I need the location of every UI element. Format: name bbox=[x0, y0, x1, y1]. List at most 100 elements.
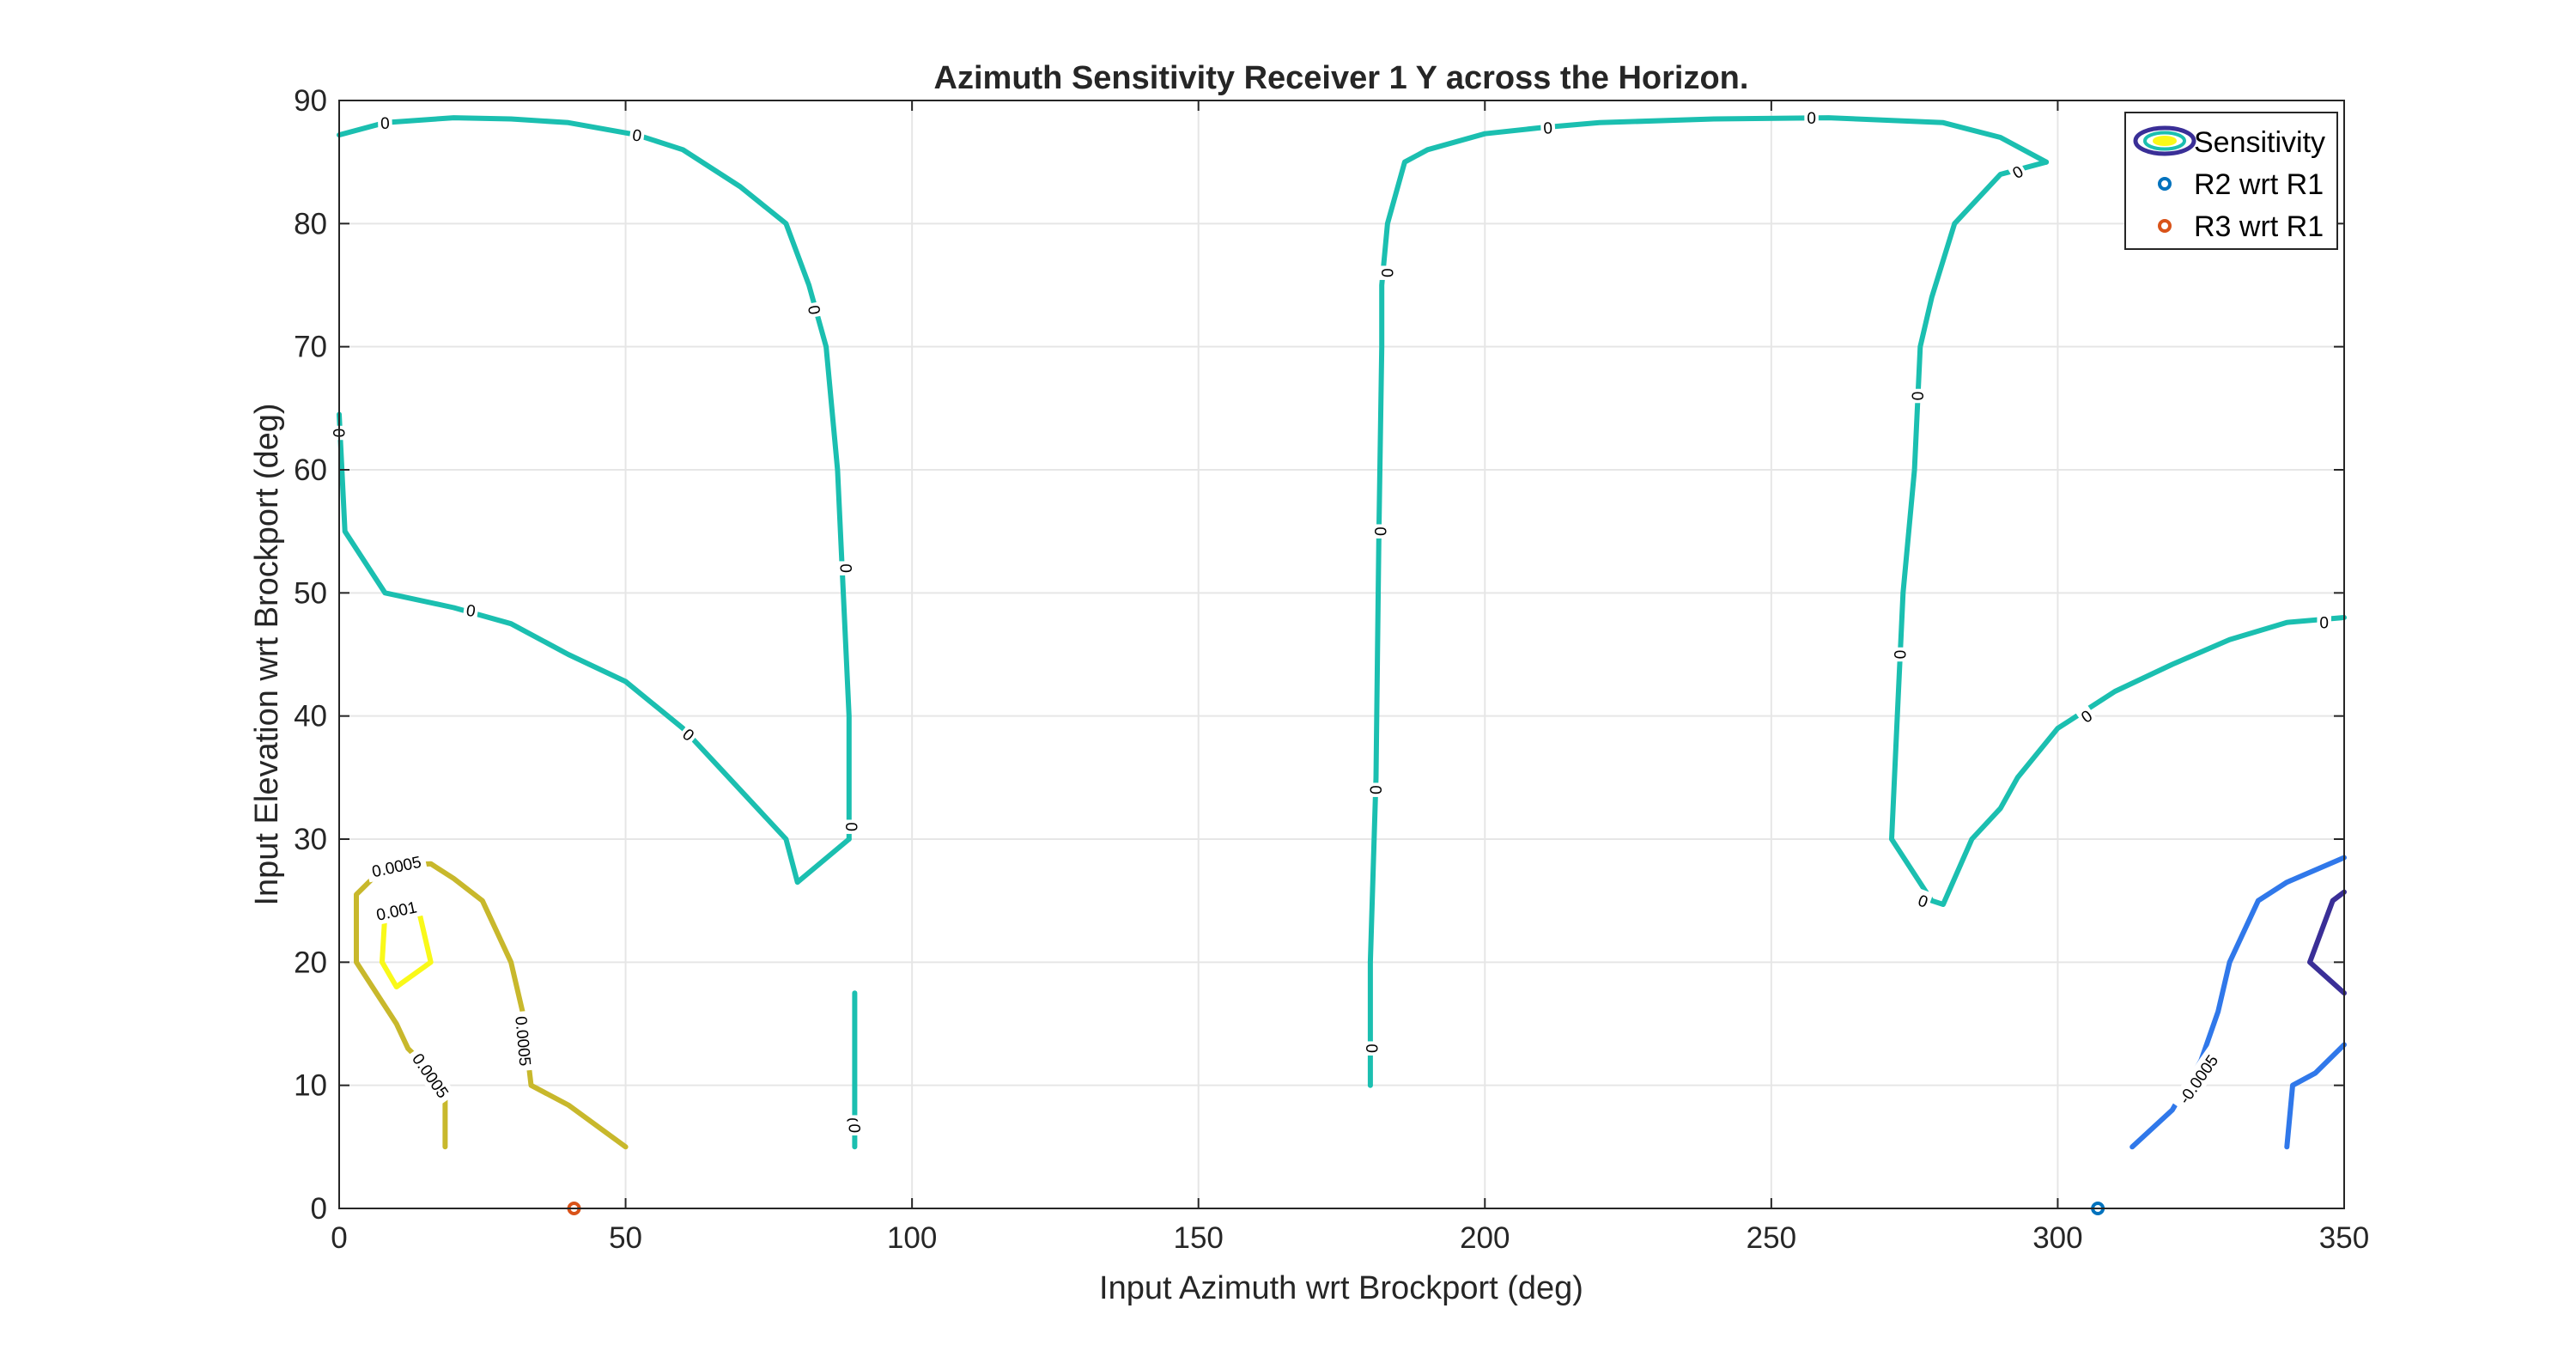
contour-label-bg bbox=[1361, 1041, 1382, 1056]
contour-label: 0 bbox=[676, 721, 702, 747]
contour-label: 0 bbox=[1540, 117, 1556, 138]
contour-label-text: 0 bbox=[844, 1124, 862, 1134]
contour-label-text: 0 bbox=[329, 429, 347, 438]
y-tick-label: 40 bbox=[294, 700, 327, 733]
legend-label-sensitivity: Sensitivity bbox=[2194, 126, 2325, 159]
axes-background bbox=[339, 100, 2344, 1208]
contour-label: 0 bbox=[1912, 888, 1934, 913]
contour-line bbox=[337, 411, 852, 885]
grid-lines bbox=[339, 100, 2344, 1208]
contour-label-bg bbox=[629, 124, 646, 147]
contour-line bbox=[337, 115, 852, 842]
contour-line bbox=[1367, 115, 2050, 1088]
contour-label: 0 bbox=[844, 1121, 866, 1136]
y-tick-label: 10 bbox=[294, 1069, 327, 1103]
contour-label: 0 bbox=[1361, 1041, 1382, 1056]
contour-label-bg bbox=[1907, 388, 1929, 404]
contour-label: 0 bbox=[1890, 647, 1911, 662]
y-tick-label: 0 bbox=[311, 1192, 327, 1226]
contour-label-text: 0 bbox=[804, 304, 823, 316]
y-tick-label: 80 bbox=[294, 207, 327, 240]
sensitivity-contour-icon bbox=[2133, 125, 2196, 156]
contour-label-bg bbox=[1804, 107, 1819, 129]
contour-label-bg bbox=[1540, 117, 1556, 138]
contour-label-bg bbox=[1365, 782, 1387, 797]
contour-label-text: 0 bbox=[1890, 650, 1908, 660]
contour-label: 0 bbox=[1370, 524, 1391, 539]
legend-marker-r3 bbox=[2158, 219, 2172, 233]
contour-label-bg bbox=[841, 819, 863, 834]
contour-label-text: 0 bbox=[1366, 785, 1384, 794]
contour-label: 0 bbox=[462, 599, 480, 622]
contour-label-text: 0 bbox=[835, 563, 854, 573]
contour-label: 0 bbox=[841, 819, 863, 834]
x-tick-label: 50 bbox=[609, 1221, 642, 1255]
contour-label: 0 bbox=[1907, 388, 1929, 404]
contour-label-text: 0 bbox=[380, 115, 390, 133]
x-tick-label: 200 bbox=[1460, 1221, 1510, 1255]
x-tick-label: 150 bbox=[1174, 1221, 1224, 1255]
contour-label: 0 bbox=[2006, 159, 2029, 185]
contour-label: 0 bbox=[2075, 703, 2099, 729]
contour-line bbox=[2284, 1042, 2347, 1150]
contour-label-text: 0 bbox=[1362, 1044, 1380, 1053]
legend-marker-r2 bbox=[2158, 177, 2172, 191]
contour-label: 0 bbox=[1804, 107, 1819, 129]
x-axis-label: Input Azimuth wrt Brockport (deg) bbox=[1099, 1270, 1583, 1306]
contour-label-text: 0.0005 bbox=[511, 1015, 533, 1067]
contour-label-text: 0 bbox=[1807, 110, 1816, 128]
contour-label-bg bbox=[462, 599, 480, 622]
contour-label-bg bbox=[844, 1121, 866, 1136]
y-tick-label: 60 bbox=[294, 453, 327, 487]
contour-label-text: 0 bbox=[1543, 119, 1553, 138]
legend: Sensitivity R2 wrt R1 R3 wrt R1 bbox=[2124, 112, 2338, 250]
contour-label-bg bbox=[1912, 888, 1934, 913]
contour-label-text: 0 bbox=[1370, 526, 1388, 536]
contour-label-bg bbox=[835, 561, 857, 575]
contour-label: 0 bbox=[835, 561, 857, 575]
contour-label: 0 bbox=[629, 124, 646, 147]
contour-label: 0.0005 bbox=[510, 1010, 537, 1072]
contour-label-text: 0 bbox=[1908, 392, 1926, 401]
contour-label-bg bbox=[1370, 524, 1391, 539]
x-tick-label: 300 bbox=[2032, 1221, 2082, 1255]
contour-line bbox=[2307, 889, 2347, 996]
x-tick-label: 100 bbox=[887, 1221, 937, 1255]
contour-label-text: 0 bbox=[1377, 268, 1395, 277]
contour-label-bg bbox=[377, 112, 393, 134]
y-axis-label: Input Elevation wrt Brockport (deg) bbox=[249, 403, 285, 905]
contour-label-text: 0 bbox=[2319, 615, 2329, 633]
y-tick-label: 30 bbox=[294, 823, 327, 856]
contour-label: 0 bbox=[1365, 782, 1387, 797]
legend-label-r3: R3 wrt R1 bbox=[2194, 210, 2324, 243]
axes-box bbox=[338, 100, 2345, 1209]
y-tick-label: 70 bbox=[294, 331, 327, 364]
y-tick-label: 50 bbox=[294, 576, 327, 610]
contour-label-bg bbox=[369, 895, 423, 926]
contour-label-bg bbox=[510, 1010, 537, 1072]
contour-label-bg bbox=[405, 1045, 457, 1106]
contour-label-text: 0 bbox=[631, 126, 642, 145]
contour-label-bg bbox=[2170, 1045, 2227, 1113]
contour-label-bg bbox=[2075, 703, 2099, 729]
contour-label: 0 bbox=[803, 301, 826, 319]
y-tick-label: 20 bbox=[294, 946, 327, 979]
x-tick-label: 0 bbox=[331, 1221, 347, 1255]
contour-label-text: 0 bbox=[465, 602, 476, 621]
contour-label-bg bbox=[1376, 265, 1398, 280]
contour-label-bg bbox=[2006, 159, 2029, 185]
chart-title: Azimuth Sensitivity Receiver 1 Y across … bbox=[934, 60, 1749, 96]
contour-lines bbox=[337, 115, 2347, 1150]
contour-label-bg bbox=[365, 849, 428, 883]
x-tick-label: 350 bbox=[2319, 1221, 2369, 1255]
x-tick-label: 250 bbox=[1747, 1221, 1796, 1255]
contour-label: 0 bbox=[377, 112, 393, 134]
contour-line bbox=[1889, 159, 2347, 907]
contour-label-bg bbox=[676, 721, 702, 747]
contour-label: 0 bbox=[2317, 612, 2331, 633]
contour-label-bg bbox=[1890, 647, 1911, 662]
contour-label-bg bbox=[2317, 612, 2331, 633]
axis-ticks: 0 50 100 150 200 250 300 350 0 10 20 30 40 50 60 70 80 90 bbox=[294, 84, 2369, 1255]
